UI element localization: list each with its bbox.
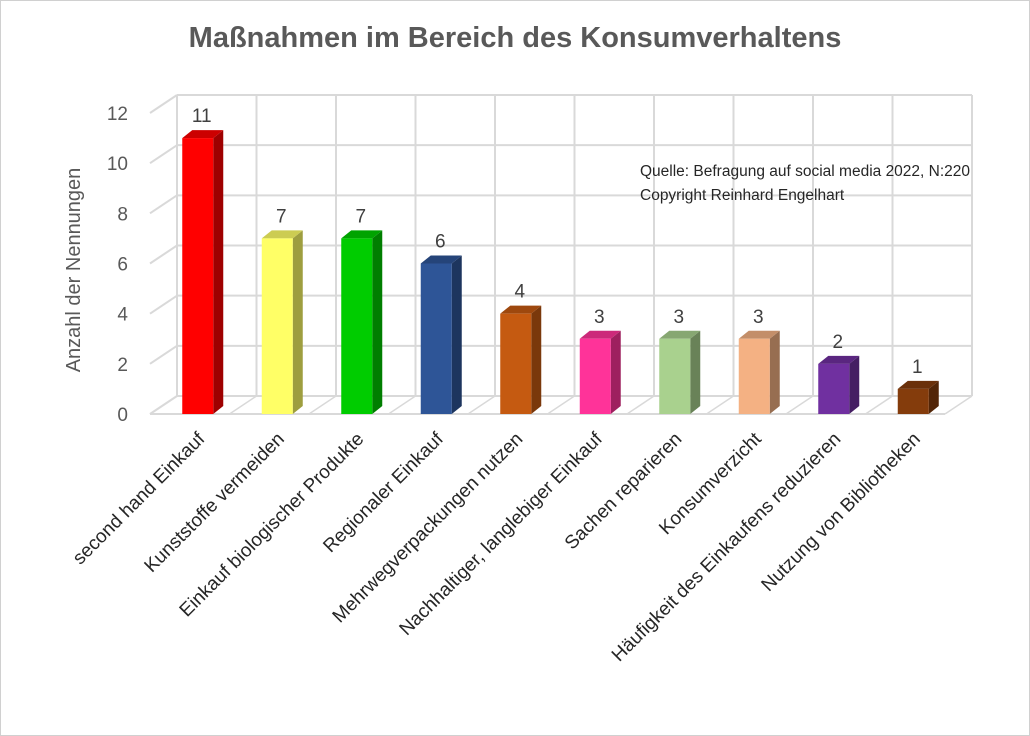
gridline-side (149, 194, 178, 215)
bar (420, 255, 462, 414)
bar-front (261, 238, 293, 414)
bar-front (818, 363, 850, 414)
source-line: Quelle: Befragung auf social media 2022,… (640, 163, 971, 180)
bar-side (928, 380, 939, 414)
bar-top (897, 380, 939, 389)
bar-front (738, 338, 770, 414)
floor-line (626, 395, 655, 415)
floor-line (149, 395, 178, 415)
bar-top (341, 230, 383, 239)
bar (659, 330, 701, 414)
bar (818, 355, 860, 414)
y-tick-label: 2 (117, 355, 128, 376)
bar (579, 330, 621, 414)
floor-line (547, 395, 575, 415)
bar-top (182, 130, 224, 139)
bar-side (849, 355, 860, 414)
bar-top (818, 355, 860, 364)
bar-front (500, 313, 532, 414)
bar-front (420, 263, 452, 414)
bar-side (213, 130, 224, 415)
y-tick-label: 6 (117, 255, 128, 276)
floor-line (944, 395, 973, 415)
bar (341, 230, 383, 414)
bar (738, 330, 780, 414)
bar-front (659, 338, 691, 414)
data-label: 3 (594, 307, 605, 328)
bar-front (897, 388, 929, 414)
bar-side (372, 230, 383, 414)
y-tick-label: 12 (107, 104, 128, 125)
floor-line (229, 395, 257, 415)
chart-title: Maßnahmen im Bereich des Konsumverhalten… (188, 22, 842, 54)
data-label: 6 (435, 232, 446, 253)
gridline-side (149, 294, 178, 315)
bar (897, 380, 939, 414)
x-tick-label: Kunststoffe vermeiden (141, 429, 289, 577)
floor-line (467, 395, 496, 415)
bar-front (341, 238, 373, 414)
bar-side (769, 330, 780, 414)
data-label: 1 (912, 357, 923, 378)
x-tick-label: Nutzung von Bibliotheken (758, 429, 925, 596)
bar-top (738, 330, 780, 339)
y-tick-label: 10 (107, 154, 128, 175)
source-note: Quelle: Befragung auf social media 2022,… (640, 160, 970, 208)
data-label: 2 (832, 332, 843, 353)
copyright-line: Copyright Reinhard Engelhart (640, 187, 845, 204)
floor-line (865, 395, 893, 415)
y-axis-label: Anzahl der Nennungen (63, 168, 85, 373)
bar-top (420, 255, 462, 264)
bar-side (690, 330, 701, 414)
y-tick-label: 0 (117, 405, 128, 426)
gridline-side (149, 345, 178, 365)
floor-line (388, 395, 416, 415)
bar-side (292, 230, 303, 414)
bar (500, 305, 542, 414)
bar-top (500, 305, 542, 314)
bar-top (261, 230, 303, 239)
floor-line (785, 395, 814, 415)
bar (182, 130, 224, 415)
x-tick-label: second hand Einkauf (69, 428, 210, 569)
bar-side (610, 330, 621, 414)
data-label: 11 (192, 106, 212, 127)
data-label: 4 (514, 282, 525, 303)
gridline-side (149, 94, 178, 114)
bar-top (579, 330, 621, 339)
floor-line (308, 395, 337, 415)
bar (261, 230, 303, 414)
gridline-side (149, 244, 178, 265)
bar-top (659, 330, 701, 339)
data-label: 7 (276, 206, 287, 227)
bar-front (579, 338, 611, 414)
y-tick-label: 4 (117, 305, 128, 326)
y-tick-label: 8 (117, 204, 128, 225)
bar-front (182, 138, 214, 415)
data-label: 3 (673, 307, 684, 328)
data-label: 7 (355, 206, 366, 227)
data-label: 3 (753, 307, 764, 328)
floor-line (706, 395, 734, 415)
gridline-side (149, 144, 178, 164)
bar-side (531, 305, 542, 414)
bar-side (451, 255, 462, 414)
bars (182, 130, 939, 415)
